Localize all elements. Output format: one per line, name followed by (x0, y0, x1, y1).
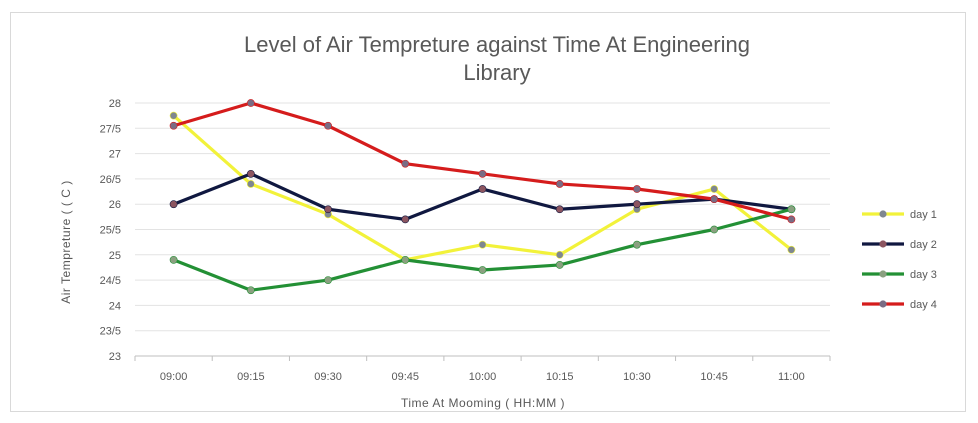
data-point (401, 255, 410, 264)
legend-label: day 3 (910, 269, 937, 281)
data-point (324, 205, 332, 214)
legend-item: day 2 (862, 239, 937, 251)
data-point (246, 169, 255, 178)
x-tick-label: 10:45 (700, 371, 728, 383)
x-tick-label: 09:45 (392, 371, 420, 383)
x-tick-label: 09:30 (314, 371, 342, 383)
y-tick-label: 23 (109, 351, 121, 363)
x-tick-label: 09:15 (237, 371, 265, 383)
y-tick-label: 27 (109, 149, 121, 161)
series-day-4 (169, 99, 796, 224)
legend-label: day 4 (910, 299, 937, 311)
data-point (787, 215, 796, 224)
x-tick-label: 09:00 (160, 371, 188, 383)
plot-area: 23 23/5 24 24/5 25 25/5 26 26/5 27 27/5 28 09:00 09:… (100, 98, 831, 383)
x-axis-title: Time At Mooming ( HH:MM ) (401, 396, 565, 410)
legend-item: day 1 (862, 209, 937, 221)
data-point (555, 250, 564, 259)
x-tick-label: 10:15 (546, 371, 574, 383)
data-point (169, 121, 178, 130)
legend-swatch-marker (879, 270, 887, 278)
x-tick-label: 11:00 (778, 371, 805, 383)
legend-label: day 1 (910, 209, 937, 221)
y-tick-label: 26/5 (100, 174, 121, 186)
data-point (246, 180, 255, 188)
y-tick-label: 25/5 (100, 225, 121, 237)
data-point (787, 245, 796, 254)
y-tick-label: 23/5 (100, 326, 121, 338)
series-line (172, 101, 793, 221)
x-tick-label: 10:30 (623, 371, 651, 383)
legend-swatch-marker (879, 300, 887, 308)
data-point (401, 215, 410, 224)
data-point (710, 225, 719, 234)
series-day-3 (169, 205, 796, 295)
data-point (401, 159, 410, 168)
chart-frame (10, 12, 966, 412)
legend-label: day 2 (910, 239, 937, 251)
data-point (478, 185, 487, 193)
y-tick-label: 24 (109, 300, 121, 312)
data-point (633, 200, 641, 209)
chart-title-line-1: Level of Air Tempreture against Time At … (244, 32, 750, 57)
y-tick-label: 28 (109, 98, 121, 110)
data-point (169, 200, 178, 209)
y-axis-title: Air Tempreture ( ( C ) (59, 180, 73, 303)
data-point (555, 261, 564, 269)
data-point (478, 266, 487, 274)
data-point (169, 255, 178, 264)
data-point (633, 240, 641, 249)
data-point (478, 240, 487, 249)
legend: day 1 day 2 day 3 day 4 (862, 209, 937, 311)
y-tick-label: 26 (109, 199, 121, 211)
legend-swatch-marker (879, 240, 887, 248)
series-line (172, 207, 793, 292)
legend-item: day 4 (862, 299, 937, 311)
data-point (246, 99, 255, 107)
legend-item: day 3 (862, 269, 937, 281)
data-point (710, 185, 719, 193)
data-point (710, 195, 719, 204)
x-tick-label: 10:00 (469, 371, 497, 383)
data-point (633, 185, 641, 193)
y-tick-label: 27/5 (100, 123, 121, 135)
legend-swatch-marker (879, 210, 887, 218)
y-tick-label: 24/5 (100, 275, 121, 287)
y-tick-label: 25 (109, 250, 121, 262)
data-point (324, 276, 332, 284)
data-point (787, 205, 796, 214)
data-point (478, 169, 487, 178)
data-point (324, 121, 332, 130)
data-point (555, 205, 564, 214)
data-point (246, 286, 255, 295)
data-point (169, 111, 178, 120)
data-point (555, 180, 564, 188)
chart-title-line-2: Library (463, 60, 530, 85)
